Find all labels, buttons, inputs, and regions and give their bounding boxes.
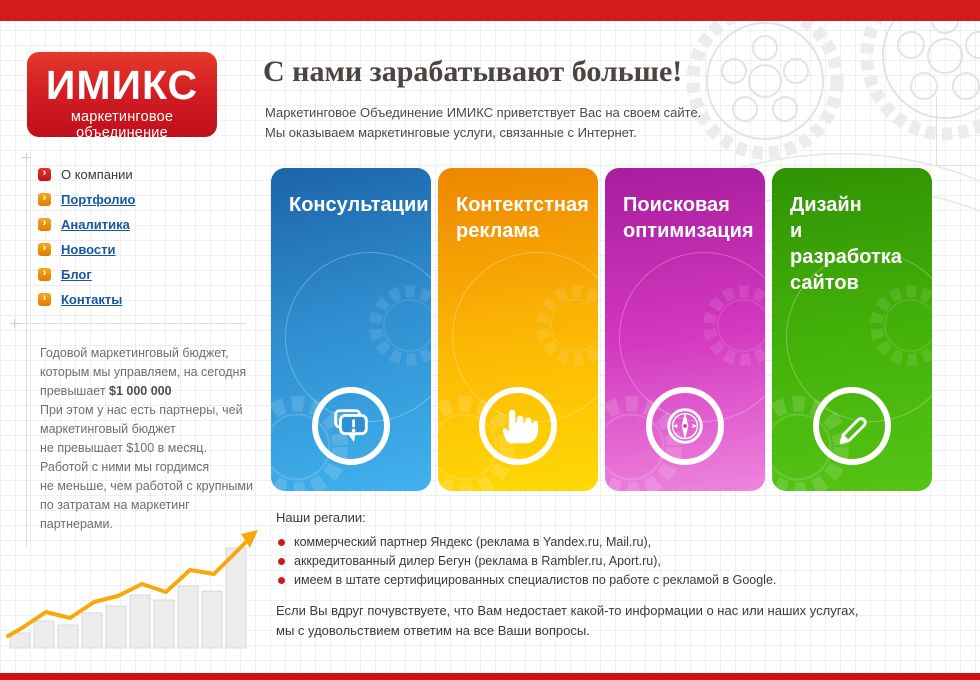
card-title: Консультации [289, 194, 429, 216]
gear-texture-icon [369, 284, 431, 366]
logo-tagline: маркетинговое объединение [70, 109, 174, 141]
blueprint-vline [26, 157, 27, 546]
budget-text-part2: При этом у нас есть партнеры, чей маркет… [40, 403, 253, 531]
pencil-icon [813, 387, 891, 465]
sidebar-item-portfolio[interactable]: › Портфолио [38, 187, 135, 212]
gear-texture-icon [703, 284, 765, 366]
card-consulting[interactable]: Консультации [271, 168, 431, 491]
regalia-list: коммерческий партнер Яндекс (реклама в Y… [276, 533, 776, 590]
budget-text-part1: Годовой маркетинговый бюджет, которым мы… [40, 346, 247, 398]
card-title: Поисковая оптимизация [623, 194, 754, 242]
intro-text: Маркетинговое Объединение ИМИКС приветст… [265, 105, 702, 141]
regalia-item: имеем в штате сертифицированных специали… [276, 571, 776, 590]
arrow-right-icon: › [38, 243, 51, 256]
sidebar-item-label: О компании [61, 167, 133, 182]
sidebar-link[interactable]: Портфолио [61, 192, 136, 207]
blueprint-hline [936, 165, 976, 166]
card-title: Дизайн и разработка сайтов [790, 194, 902, 294]
logo[interactable]: ИМИКС маркетинговое объединение [27, 52, 217, 141]
gear-texture-icon [536, 284, 598, 366]
sidebar-item-about[interactable]: › О компании [38, 162, 135, 187]
services-cards: Консультации Контектстная реклама [271, 168, 932, 491]
sidebar-item-contacts[interactable]: › Контакты [38, 287, 135, 312]
budget-text: Годовой маркетинговый бюджет, которым мы… [40, 344, 254, 534]
sidebar-link[interactable]: Блог [61, 267, 92, 282]
arrow-right-icon: › [38, 293, 51, 306]
sidebar-link[interactable]: Аналитика [61, 217, 130, 232]
trend-line [6, 540, 248, 638]
card-context-ads[interactable]: Контектстная реклама [438, 168, 598, 491]
bottom-red-bar [0, 673, 980, 680]
compass-icon [646, 387, 724, 465]
card-web-design[interactable]: Дизайн и разработка сайтов [772, 168, 932, 491]
arrow-right-icon: › [38, 218, 51, 231]
arrow-right-icon: › [38, 193, 51, 206]
sidebar-item-analytics[interactable]: › Аналитика [38, 212, 135, 237]
card-seo[interactable]: Поисковая оптимизация [605, 168, 765, 491]
page-title: С нами зарабатывают больше! [263, 55, 683, 88]
chat-bubbles-icon [312, 387, 390, 465]
arrow-right-icon: › [38, 268, 51, 281]
logo-name: ИМИКС [45, 62, 199, 108]
growth-chart [6, 530, 258, 649]
arrow-right-icon: › [38, 168, 51, 181]
blueprint-cross [10, 319, 19, 328]
sidebar-menu: › О компании › Портфолио › Аналитика › Н… [38, 162, 135, 312]
card-title: Контектстная реклама [456, 194, 589, 242]
hand-pointer-icon [479, 387, 557, 465]
blueprint-cross [22, 153, 31, 162]
regalia-section: Наши регалии: коммерческий партнер Яндек… [276, 510, 776, 590]
growth-chart-bars [9, 547, 247, 649]
sidebar-item-blog[interactable]: › Блог [38, 262, 135, 287]
regalia-item: аккредитованный дилер Бегун (реклама в R… [276, 552, 776, 571]
blueprint-hline [14, 323, 246, 324]
trend-arrow-icon [241, 530, 258, 548]
blueprint-vline [936, 96, 937, 166]
closing-text: Если Вы вдруг почувствуете, что Вам недо… [276, 603, 859, 638]
sidebar-link[interactable]: Новости [61, 242, 116, 257]
budget-amount: $1 000 000 [109, 384, 172, 398]
sidebar-item-news[interactable]: › Новости [38, 237, 135, 262]
regalia-item: коммерческий партнер Яндекс (реклама в Y… [276, 533, 776, 552]
regalia-heading: Наши регалии: [276, 510, 366, 525]
sidebar-link[interactable]: Контакты [61, 292, 123, 307]
top-red-bar [0, 0, 980, 21]
